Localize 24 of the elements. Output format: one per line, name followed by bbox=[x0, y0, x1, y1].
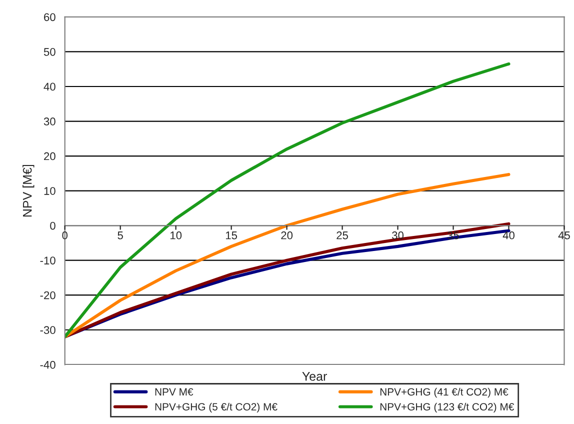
legend-label: NPV M€ bbox=[155, 388, 194, 396]
y-tick-label: -30 bbox=[40, 326, 56, 334]
x-tick-label: 20 bbox=[281, 231, 293, 240]
y-tick-label: 50 bbox=[44, 48, 56, 56]
y-tick-label: 10 bbox=[44, 187, 56, 195]
x-tick-label: 10 bbox=[170, 231, 182, 240]
y-tick-label: 0 bbox=[50, 222, 56, 230]
y-tick-label: -10 bbox=[40, 256, 56, 264]
y-tick-label: -40 bbox=[40, 360, 56, 369]
x-tick-label: 25 bbox=[336, 231, 348, 240]
y-tick-label: 40 bbox=[44, 82, 56, 91]
x-tick-label: 15 bbox=[226, 232, 238, 240]
y-axis-title: NPV [M€] bbox=[22, 164, 34, 217]
y-tick-label: 20 bbox=[44, 152, 56, 160]
legend-label: NPV+GHG (41 €/t CO2) M€ bbox=[380, 388, 508, 398]
legend-label: NPV+GHG (5 €/t CO2) M€ bbox=[155, 402, 278, 413]
x-tick-label: 40 bbox=[502, 231, 514, 240]
y-tick-label: -20 bbox=[40, 291, 56, 300]
x-tick-label: 30 bbox=[392, 231, 404, 240]
x-tick-label: 5 bbox=[118, 232, 123, 240]
y-tick-label: 60 bbox=[44, 13, 56, 22]
y-tick-label: 30 bbox=[44, 118, 56, 126]
x-axis-title: Year bbox=[302, 372, 327, 381]
legend-label: NPV+GHG (123 €/t CO2) M€ bbox=[380, 402, 514, 413]
